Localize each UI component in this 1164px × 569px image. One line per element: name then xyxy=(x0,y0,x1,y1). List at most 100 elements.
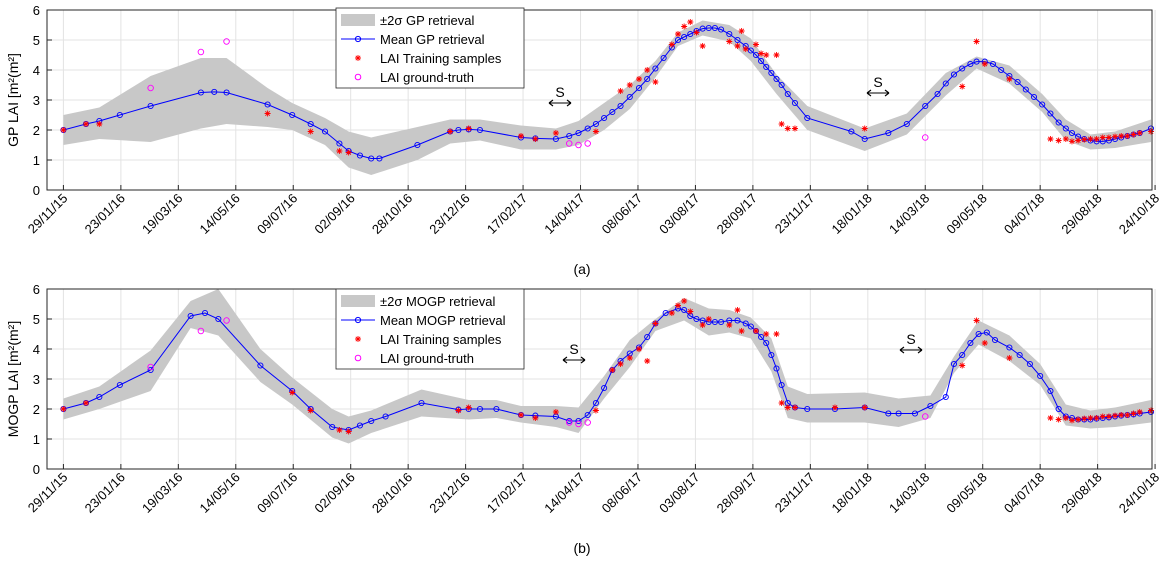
ground-truth-point xyxy=(575,420,582,428)
mean-point xyxy=(329,423,336,431)
mean-point xyxy=(718,26,725,33)
mean-point xyxy=(455,126,462,134)
legend-label: LAI Training samples xyxy=(380,51,502,66)
legend-swatch-training xyxy=(355,336,361,342)
training-point xyxy=(60,127,67,133)
x-tick-label: 29/11/15 xyxy=(25,191,71,237)
ground-truth-point xyxy=(197,48,205,56)
mean-point xyxy=(983,329,990,336)
mean-point xyxy=(197,89,204,96)
training-point xyxy=(1047,415,1054,421)
training-point xyxy=(791,404,798,411)
training-point xyxy=(681,298,688,304)
legend-swatch-mean-marker xyxy=(354,35,362,43)
mean-point xyxy=(998,66,1005,74)
mean-point xyxy=(584,125,591,132)
mean-point xyxy=(747,47,754,54)
s-arrow xyxy=(562,356,586,364)
training-point xyxy=(699,322,706,328)
mean-point xyxy=(187,312,194,320)
mean-point xyxy=(566,132,573,140)
x-tick-label: 28/10/16 xyxy=(369,191,415,237)
x-tick-label: 28/10/16 xyxy=(369,470,415,516)
training-point xyxy=(1087,136,1094,142)
x-tick-label: 04/07/18 xyxy=(1001,191,1047,237)
y-tick-label: 3 xyxy=(33,93,40,108)
mean-point xyxy=(368,155,375,162)
mean-point xyxy=(758,333,765,341)
training-point xyxy=(778,121,785,127)
mean-point xyxy=(934,90,941,98)
y-axis-label: MOGP LAI [m²(m²] xyxy=(5,321,21,437)
training-point xyxy=(307,407,314,414)
x-tick-label: 29/08/18 xyxy=(1058,470,1104,516)
y-axis-label: GP LAI [m²(m²] xyxy=(5,53,21,147)
mean-point xyxy=(307,120,314,128)
mean-point xyxy=(662,309,669,317)
mean-point xyxy=(711,24,718,32)
training-point xyxy=(1062,136,1069,142)
mean-point xyxy=(552,135,559,143)
training-point xyxy=(1118,133,1125,139)
training-point xyxy=(773,52,780,58)
mean-point xyxy=(763,339,770,347)
y-tick-label: 2 xyxy=(33,123,40,138)
mean-point xyxy=(223,89,230,96)
mean-point xyxy=(257,362,264,369)
mean-point xyxy=(626,93,633,101)
mean-point xyxy=(778,381,785,389)
training-point xyxy=(264,110,271,117)
x-tick-label: 18/01/18 xyxy=(829,470,875,516)
training-point xyxy=(693,29,700,36)
x-tick-label: 02/09/16 xyxy=(311,191,357,237)
mean-point xyxy=(942,393,949,401)
mean-point xyxy=(942,80,949,87)
training-point xyxy=(465,404,472,411)
training-point xyxy=(465,125,472,132)
training-point xyxy=(959,362,966,369)
training-point xyxy=(752,328,759,334)
training-point xyxy=(518,412,525,418)
x-tick-label: 04/07/18 xyxy=(1001,470,1047,516)
mean-point xyxy=(1047,110,1054,117)
y-tick-label: 4 xyxy=(33,342,40,357)
training-point xyxy=(1055,137,1062,144)
training-point xyxy=(345,149,352,156)
x-tick-label: 24/10/18 xyxy=(1116,470,1162,516)
training-point xyxy=(1136,130,1143,136)
mean-point xyxy=(116,381,123,389)
mean-point xyxy=(726,30,733,38)
training-point xyxy=(307,128,314,135)
training-point xyxy=(455,407,462,414)
mean-point xyxy=(1006,344,1013,351)
mean-point xyxy=(1068,129,1076,137)
mean-point xyxy=(778,81,785,89)
training-point xyxy=(861,125,868,132)
training-point xyxy=(345,428,352,435)
mean-point xyxy=(575,417,582,425)
mean-point xyxy=(768,351,775,359)
x-tick-label: 14/04/17 xyxy=(541,191,587,237)
legend-swatch-band xyxy=(341,14,375,26)
x-tick-label: 19/03/16 xyxy=(139,191,185,237)
training-point xyxy=(1093,415,1100,421)
ground-truth-point xyxy=(575,141,582,149)
mean-point xyxy=(773,365,780,372)
mean-point xyxy=(592,120,599,128)
mean-point xyxy=(1055,405,1062,413)
mean-point xyxy=(418,399,425,407)
training-point xyxy=(1136,409,1143,415)
training-point xyxy=(784,404,791,411)
mean-point xyxy=(116,111,123,119)
training-point xyxy=(644,67,651,73)
x-tick-label: 24/10/18 xyxy=(1116,191,1162,237)
x-tick-label: 09/05/18 xyxy=(943,470,989,516)
x-tick-label: 23/11/17 xyxy=(772,191,818,237)
x-tick-label: 14/03/18 xyxy=(886,470,932,516)
training-point xyxy=(981,61,988,67)
mean-point xyxy=(1014,78,1021,86)
y-tick-label: 5 xyxy=(33,312,40,327)
training-point xyxy=(289,389,296,396)
